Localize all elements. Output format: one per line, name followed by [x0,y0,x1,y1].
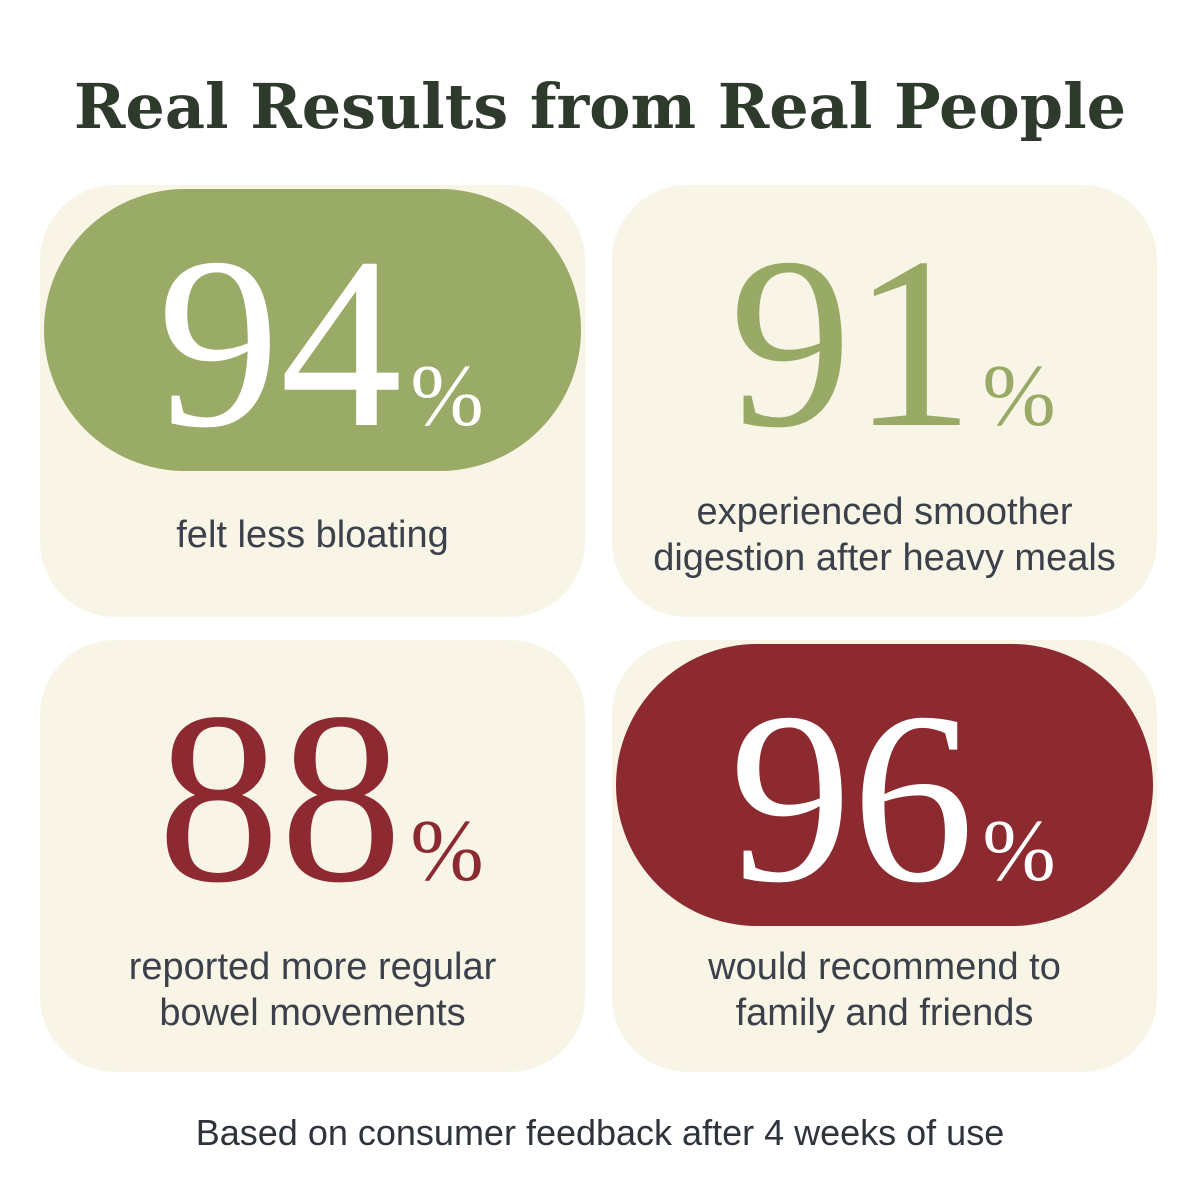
card-background [40,640,585,1072]
stat-number: 96% [729,662,1055,933]
stat-description: digestion after heavy meals [653,537,1116,579]
stat-number: 88% [157,662,483,933]
stat-description: experienced smoother [697,491,1073,533]
stat-description: family and friends [736,992,1034,1034]
stat-value: 91 [729,207,974,478]
card-background [612,185,1157,617]
stat-unit: % [982,348,1055,445]
stat-card: 94% felt less bloating [40,185,585,617]
stat-description: felt less bloating [176,514,449,556]
stat-unit: % [982,803,1055,900]
stat-pill [616,644,1153,926]
stat-unit: % [410,803,483,900]
stat-unit: % [410,348,483,445]
stat-value: 94 [157,207,402,478]
footnote: Based on consumer feedback after 4 weeks… [196,1112,1004,1153]
stat-description: bowel movements [159,992,465,1034]
title: Real Results from Real People [74,70,1126,143]
stat-description: reported more regular [129,946,497,988]
stat-number: 94% [157,207,483,478]
stat-value: 88 [157,662,402,933]
stat-description: would recommend to [707,946,1061,988]
stat-number: 91% [729,207,1055,478]
stat-pill [44,189,581,471]
stat-value: 96 [729,662,974,933]
